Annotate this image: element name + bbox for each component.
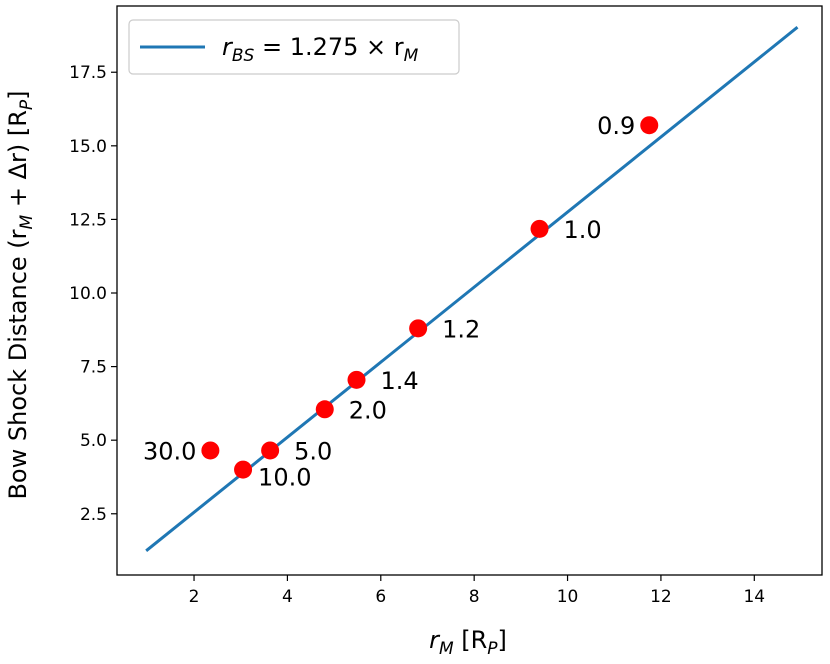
point-label: 10.0 — [258, 464, 311, 492]
plot-area — [116, 5, 823, 576]
x-axis-label: rM [RP] — [429, 626, 507, 659]
fit-line — [145, 26, 799, 552]
y-tick-label: 10.0 — [69, 284, 107, 304]
y-tick-label: 7.5 — [80, 358, 107, 378]
point-labels-layer: 0.9 1.0 1.2 1.42.0 5.010.0 30.0 — [143, 112, 635, 491]
point-label: 1.4 — [381, 367, 419, 395]
point-label: 30.0 — [143, 437, 196, 465]
y-tick-label: 5.0 — [80, 431, 107, 451]
data-point — [234, 460, 253, 479]
legend-label: rBS = 1.275 × rM — [222, 33, 419, 66]
x-tick-label: 2 — [189, 587, 200, 607]
data-point — [409, 319, 428, 338]
y-tick-label: 15.0 — [69, 137, 107, 157]
fit-line-layer — [145, 26, 799, 552]
data-point — [347, 370, 366, 389]
x-tick-label: 12 — [650, 587, 672, 607]
x-tick-label: 6 — [375, 587, 386, 607]
y-tick-label: 2.5 — [80, 505, 107, 525]
data-point — [640, 116, 659, 135]
point-label: 0.9 — [597, 112, 635, 140]
points-layer — [201, 116, 659, 479]
x-tick-label: 14 — [743, 587, 765, 607]
y-tick-label: 17.5 — [69, 63, 107, 83]
y-axis-label: Bow Shock Distance (rM + Δr) [RP] — [4, 90, 37, 499]
plot-frame — [116, 5, 823, 576]
data-point — [261, 441, 280, 460]
data-point — [315, 400, 334, 419]
y-tick-label: 12.5 — [69, 210, 107, 230]
point-label: 5.0 — [294, 437, 332, 465]
point-label: 2.0 — [349, 396, 387, 424]
x-tick-label: 10 — [557, 587, 579, 607]
legend-box — [128, 19, 460, 75]
data-point — [530, 219, 549, 238]
point-label: 1.2 — [442, 315, 480, 343]
ticks-layer: 2 4 6 8 10 12 14 2.5 5.0 7.5 10.0 12.5 15.0 17.5 — [69, 63, 765, 607]
legend: rBS = 1.275 × rM — [128, 19, 460, 75]
x-tick-label: 4 — [282, 587, 293, 607]
x-tick-label: 8 — [469, 587, 480, 607]
point-label: 1.0 — [564, 216, 602, 244]
data-point — [201, 441, 220, 460]
